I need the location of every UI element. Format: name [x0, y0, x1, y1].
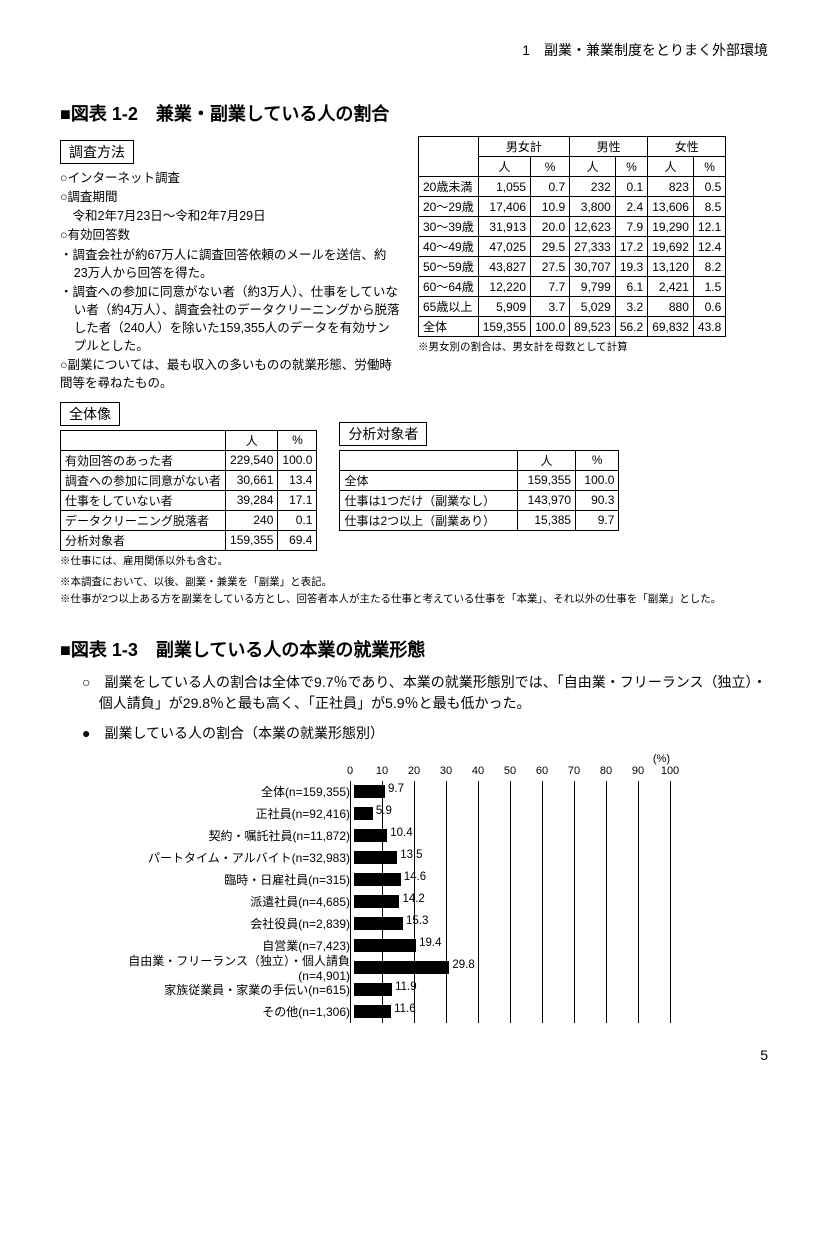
survey-line: ・調査会社が約67万人に調査回答依頼のメールを送信、約23万人から回答を得た。 — [60, 246, 400, 282]
bar-label: 会社役員(n=2,839) — [110, 915, 354, 932]
figure-1-3-subtitle: ● 副業している人の割合（本業の就業形態別） — [82, 723, 768, 743]
page-number: 5 — [60, 1047, 768, 1063]
bar-fill — [354, 939, 416, 952]
bar-row: 全体(n=159,355) 9.7 — [110, 781, 768, 803]
figure-1-3-title: ■図表 1-3 副業している人の本業の就業形態 — [60, 636, 768, 662]
survey-line: ・調査への参加に同意がない者（約3万人）、仕事をしていない者（約4万人）、調査会… — [60, 283, 400, 356]
bar-value: 29.8 — [452, 959, 474, 971]
bar-fill — [354, 873, 401, 886]
survey-line: ○有効回答数 — [60, 226, 400, 244]
bar-label: 契約・嘱託社員(n=11,872) — [110, 827, 354, 844]
bar-fill — [354, 917, 403, 930]
survey-method-label: 調査方法 — [60, 140, 134, 164]
bar-value: 11.6 — [394, 1003, 416, 1015]
survey-line: ○調査期間 — [60, 188, 400, 206]
survey-line: ○インターネット調査 — [60, 169, 400, 187]
bar-row: 契約・嘱託社員(n=11,872) 10.4 — [110, 825, 768, 847]
survey-method-body: ○インターネット調査○調査期間 令和2年7月23日～令和2年7月29日○有効回答… — [60, 169, 400, 393]
bar-value: 9.7 — [388, 783, 404, 795]
bar-fill — [354, 983, 392, 996]
bar-fill — [354, 785, 385, 798]
bar-value: 13.5 — [400, 849, 422, 861]
age-table-note: ※男女別の割合は、男女計を母数として計算 — [418, 339, 726, 354]
bar-label: 自由業・フリーランス（独立）・個人請負(n=4,901) — [110, 952, 354, 983]
age-gender-table: 男女計男性女性人%人%人%20歳未満1,0550.72320.18230.520… — [418, 136, 726, 337]
bar-row: 自由業・フリーランス（独立）・個人請負(n=4,901)29.8 — [110, 957, 768, 979]
bar-label: その他(n=1,306) — [110, 1003, 354, 1020]
survey-line: 令和2年7月23日～令和2年7月29日 — [60, 207, 400, 225]
bar-row: 派遣社員(n=4,685) 14.2 — [110, 891, 768, 913]
bar-value: 14.6 — [404, 871, 426, 883]
bar-value: 11.9 — [395, 981, 417, 993]
bar-label: 正社員(n=92,416) — [110, 805, 354, 822]
figure-1-3-body: ○ 副業をしている人の割合は全体で9.7％であり、本業の就業形態別では、「自由業… — [82, 672, 768, 715]
bar-row: パートタイム・アルバイト(n=32,983) 13.5 — [110, 847, 768, 869]
definition-note: ※本調査において、以後、副業・兼業を「副業」と表記。 — [60, 574, 768, 589]
bar-label: 臨時・日雇社員(n=315) — [110, 871, 354, 888]
bar-fill — [354, 851, 397, 864]
bar-fill — [354, 807, 373, 820]
bar-fill — [354, 961, 449, 974]
bar-value: 19.4 — [419, 937, 441, 949]
bar-fill — [354, 829, 387, 842]
bar-row: その他(n=1,306) 11.6 — [110, 1001, 768, 1023]
bar-value: 10.4 — [390, 827, 412, 839]
bar-row: 臨時・日雇社員(n=315) 14.6 — [110, 869, 768, 891]
overall-table: 人%有効回答のあった者229,540100.0調査への参加に同意がない者30,6… — [60, 430, 317, 551]
bar-value: 5.9 — [376, 805, 392, 817]
overall-label: 全体像 — [60, 402, 120, 426]
target-label: 分析対象者 — [339, 422, 427, 446]
bar-label: 派遣社員(n=4,685) — [110, 893, 354, 910]
bar-value: 15.3 — [406, 915, 428, 927]
bar-label: パートタイム・アルバイト(n=32,983) — [110, 849, 354, 866]
page-header: 1 副業・兼業制度をとりまく外部環境 — [60, 40, 768, 60]
survey-line: ○副業については、最も収入の多いものの就業形態、労働時間等を尋ねたもの。 — [60, 356, 400, 392]
bar-value: 14.2 — [402, 893, 424, 905]
bar-label: 家族従業員・家業の手伝い(n=615) — [110, 981, 354, 998]
target-table: 人%全体159,355100.0仕事は1つだけ（副業なし）143,97090.3… — [339, 450, 619, 531]
bar-label: 全体(n=159,355) — [110, 783, 354, 800]
chart-percent-label: (%) — [110, 753, 670, 765]
chart-x-axis: 0102030405060708090100 — [350, 765, 670, 781]
definition-notes: ※本調査において、以後、副業・兼業を「副業」と表記。 ※仕事が2つ以上ある方を副業… — [60, 574, 768, 606]
bar-row: 会社役員(n=2,839) 15.3 — [110, 913, 768, 935]
overall-note: ※仕事には、雇用関係以外も含む。 — [60, 553, 317, 568]
figure-1-2-title: ■図表 1-2 兼業・副業している人の割合 — [60, 100, 768, 126]
bar-row: 家族従業員・家業の手伝い(n=615) 11.9 — [110, 979, 768, 1001]
bar-row: 正社員(n=92,416) 5.9 — [110, 803, 768, 825]
bar-fill — [354, 895, 399, 908]
definition-note: ※仕事が2つ以上ある方を副業をしている方とし、回答者本人が主たる仕事と考えている… — [60, 591, 768, 606]
bar-fill — [354, 1005, 391, 1018]
employment-type-bar-chart: (%) 0102030405060708090100 全体(n=159,355)… — [110, 753, 768, 1023]
